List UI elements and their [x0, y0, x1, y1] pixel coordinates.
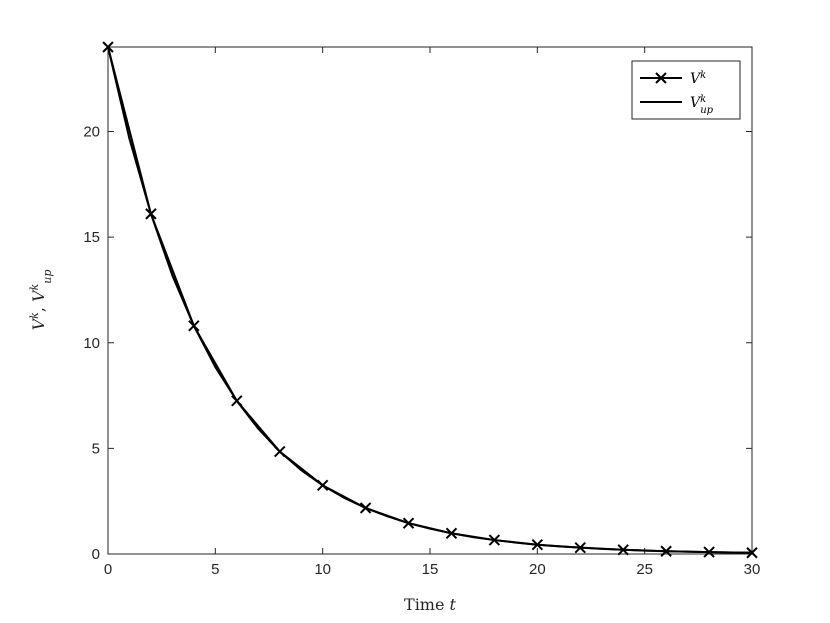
data-point-marker [231, 395, 243, 407]
x-tick-label: 5 [211, 561, 219, 578]
series-line-vk [107, 46, 753, 554]
data-point-marker [531, 538, 544, 551]
data-point-marker [574, 541, 586, 554]
data-point-marker [316, 479, 329, 492]
axis-ticks: 0 5 10 15 20 25 30 0 5 10 15 20 [83, 47, 760, 578]
x-tick-label: 0 [104, 561, 112, 578]
data-point-marker [746, 547, 758, 559]
plot-area [107, 46, 753, 555]
data-point-marker [102, 41, 114, 53]
data-point-marker [359, 502, 372, 514]
y-axis-label: Vk, Vkup [28, 270, 54, 331]
data-point-marker [617, 544, 629, 556]
legend-marker-vk [655, 72, 667, 84]
series-layer [102, 41, 758, 559]
y-tick-label: 20 [83, 124, 100, 141]
data-point-marker [488, 534, 501, 546]
legend-box [631, 60, 741, 120]
x-tick-label: 15 [422, 561, 439, 578]
y-tick-label: 5 [92, 440, 100, 457]
data-point-marker [188, 320, 200, 332]
x-tick-label: 10 [314, 561, 331, 578]
data-point-marker [660, 545, 672, 557]
x-tick-label: 30 [744, 561, 761, 578]
x-axis-label: Time t [404, 595, 457, 614]
x-tick-label: 25 [636, 561, 653, 578]
data-point-marker [703, 546, 715, 558]
y-tick-label: 15 [83, 229, 100, 246]
y-tick-label: 10 [83, 335, 100, 352]
x-tick-label: 20 [529, 561, 546, 578]
data-point-marker [402, 517, 415, 529]
data-point-marker [145, 208, 157, 220]
data-point-marker [445, 527, 458, 540]
data-point-marker [274, 445, 286, 458]
y-tick-label: 0 [92, 546, 100, 563]
